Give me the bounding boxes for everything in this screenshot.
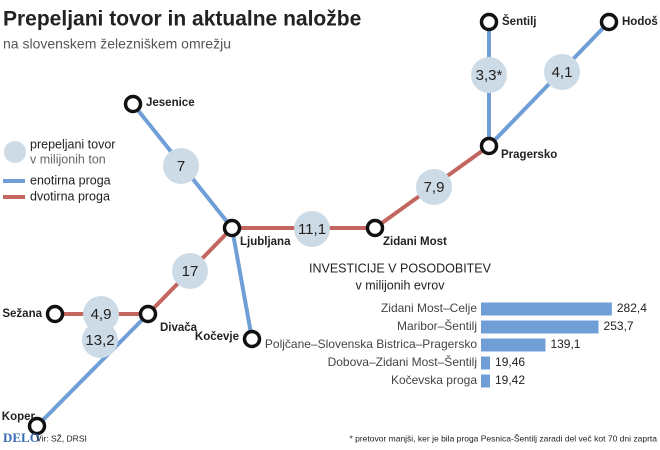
volume-badge xyxy=(83,296,119,332)
station xyxy=(138,304,158,324)
value-label: 19,42 xyxy=(495,373,525,387)
bar xyxy=(481,302,612,316)
subtitle: na slovenskem železniškem omrežju xyxy=(3,36,231,52)
network: 3,3* 4,1 7,9 11,1 7 17 4,9 13,2 Šentilj Hodoš Prag… xyxy=(2,12,658,436)
legend-volume-swatch xyxy=(4,141,26,163)
chart-title: INVESTICIJE V POSODOBITEV xyxy=(309,261,492,275)
source: Vir: SŽ, DRSI xyxy=(36,433,87,443)
station-label: Kočevje xyxy=(195,331,239,343)
value-label: 139,1 xyxy=(550,337,580,351)
station xyxy=(27,416,47,436)
legend: prepeljani tovor v milijonih ton enotirn… xyxy=(3,137,115,203)
station-label: Koper xyxy=(2,411,36,423)
volume-badge xyxy=(82,322,118,358)
volume-label: 7 xyxy=(177,158,185,175)
station xyxy=(479,136,499,156)
track xyxy=(230,227,254,340)
station xyxy=(365,218,385,238)
value-label: 282,4 xyxy=(617,301,647,315)
category-label: Maribor–Šentilj xyxy=(397,318,477,333)
volume-badge xyxy=(294,211,330,247)
station xyxy=(222,218,242,238)
volume-label: 13,2 xyxy=(85,332,114,349)
volume-label: 4,1 xyxy=(552,64,573,81)
volume-label: 3,3* xyxy=(476,67,503,84)
value-label: 19,46 xyxy=(495,355,525,369)
volume-badge xyxy=(544,54,580,90)
category-label: Dobova–Zidani Most–Šentilj xyxy=(328,354,477,369)
bar xyxy=(481,320,599,334)
track xyxy=(35,312,150,428)
station-label: Šentilj xyxy=(502,15,537,28)
legend-volume: prepeljani tovor xyxy=(30,137,115,151)
volume-label: 4,9 xyxy=(91,306,112,323)
volume-badge xyxy=(416,169,452,205)
chart-subtitle: v milijonih evrov xyxy=(356,278,446,292)
bar xyxy=(481,374,490,388)
station-label: Ljubljana xyxy=(240,236,291,248)
station-label: Sežana xyxy=(2,308,42,320)
station xyxy=(479,12,499,32)
legend-volume-unit: v milijonih ton xyxy=(30,152,106,166)
bar xyxy=(481,338,546,352)
legend-single: enotirna proga xyxy=(30,173,111,187)
volume-badge xyxy=(172,253,208,289)
volume-label: 11,1 xyxy=(298,221,326,238)
brand: DELO xyxy=(3,430,40,445)
station xyxy=(242,329,262,349)
station-label: Hodoš xyxy=(622,16,658,28)
category-label: Kočevska proga xyxy=(391,373,477,387)
category-label: Poljčane–Slovenska Bistrica–Pragersko xyxy=(265,337,477,351)
footnote: * pretovor manjši, ker je bila proga Pes… xyxy=(349,433,657,443)
station-label: Pragersko xyxy=(501,149,557,161)
category-label: Zidani Most–Celje xyxy=(381,301,477,315)
station-label: Zidani Most xyxy=(383,236,447,248)
station xyxy=(45,304,65,324)
title: Prepeljani tovor in aktualne naložbe xyxy=(3,8,361,31)
legend-double: dvotirna proga xyxy=(30,189,110,203)
station-label: Jesenice xyxy=(146,97,195,109)
station xyxy=(599,12,619,32)
value-label: 253,7 xyxy=(604,319,634,333)
bar xyxy=(481,356,491,370)
station xyxy=(123,94,143,114)
investment-chart: INVESTICIJE V POSODOBITEV v milijonih ev… xyxy=(265,261,647,388)
volume-badge xyxy=(163,148,199,184)
volume-label: 17 xyxy=(182,263,199,280)
volume-label: 7,9 xyxy=(424,179,445,196)
volume-badge xyxy=(471,57,507,93)
station-label: Divača xyxy=(160,322,198,334)
